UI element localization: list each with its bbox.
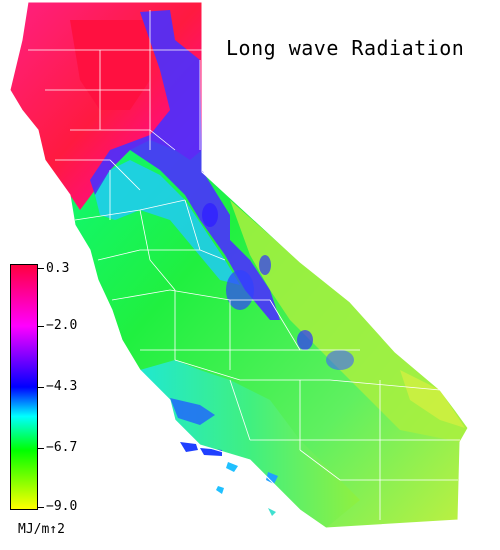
legend-tick-label: −6.7 (46, 440, 78, 455)
blue-spot (202, 203, 218, 227)
state-outline (9, 1, 469, 529)
island (180, 442, 198, 452)
north-hot-core (70, 20, 150, 110)
island (226, 462, 238, 472)
legend-tick-label: −4.3 (46, 379, 78, 394)
legend-tick-label: −2.0 (46, 318, 78, 333)
blue-spot (297, 330, 313, 350)
island (266, 472, 278, 484)
island (268, 508, 276, 516)
county-lines (28, 10, 460, 520)
legend-color-bar (10, 264, 38, 510)
legend-tick (38, 268, 44, 269)
legend-tick-label: 0.3 (46, 261, 70, 276)
blue-spot (259, 255, 271, 275)
desert-yellow (400, 370, 465, 428)
legend-tick (38, 326, 44, 327)
sierra-band (90, 10, 280, 320)
legend-tick (38, 507, 44, 508)
legend-tick (38, 387, 44, 388)
island (216, 486, 224, 494)
legend-tick (38, 448, 44, 449)
sierra-cyan-edge (95, 160, 240, 285)
blue-spot (326, 350, 354, 370)
legend-tick-label: −9.0 (46, 499, 78, 514)
south-blue-coast (170, 398, 215, 425)
map-title: Long wave Radiation (226, 36, 465, 60)
legend-unit: MJ/m↑2 (18, 522, 65, 537)
south-coast (140, 360, 360, 528)
